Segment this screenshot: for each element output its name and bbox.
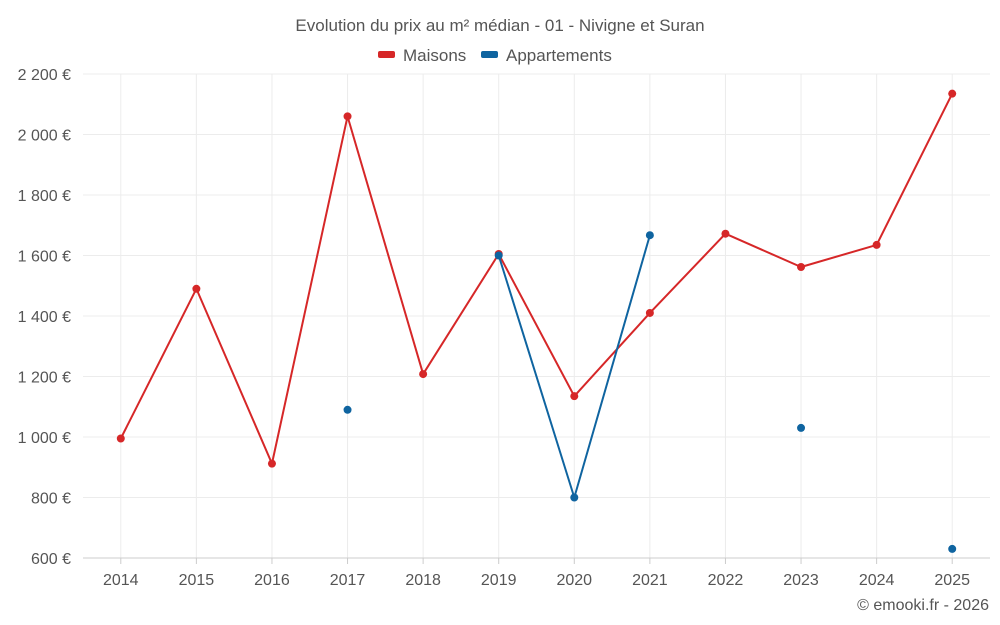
series-line-segment-maisons [346,115,425,376]
data-point-maisons-2015[interactable] [192,284,201,293]
data-point-maisons-2025[interactable] [948,89,957,98]
x-tick-label: 2015 [179,572,215,589]
legend-label-maisons: Maisons [403,46,466,65]
series-line-segment-maisons [497,252,576,398]
data-point-appartements-2023[interactable] [797,423,806,432]
x-tick-label: 2016 [254,572,290,589]
y-tick-label: 1 200 € [18,370,71,387]
x-tick-label: 2023 [783,572,819,589]
data-point-appartements-2021[interactable] [645,231,654,240]
y-tick-label: 2 000 € [18,128,71,145]
y-tick-label: 600 € [31,551,71,568]
x-axis: 2014 2015 2016 2017 2018 2019 2020 2021 2022 2023… [83,557,990,589]
y-tick-label: 1 800 € [18,188,71,205]
data-point-maisons-2022[interactable] [721,229,730,238]
series [116,89,957,553]
data-point-maisons-2021[interactable] [645,308,654,317]
data-point-maisons-2018[interactable] [419,370,428,379]
legend: Maisons Appartements [378,46,612,65]
series-line-segment-maisons [422,252,500,376]
x-tick-label: 2024 [859,572,895,589]
series-line-segment-maisons [195,287,273,465]
x-tick-label: 2014 [103,572,139,589]
x-tick-label: 2021 [632,572,668,589]
data-point-maisons-2017[interactable] [343,112,352,121]
x-tick-label: 2017 [330,572,366,589]
series-line-segment-appartements [497,254,576,499]
legend-label-appartements: Appartements [506,46,612,65]
series-line-segment-maisons [875,92,954,246]
y-tick-label: 800 € [31,491,71,508]
x-tick-label: 2022 [708,572,744,589]
credit-text: © emooki.fr - 2026 [857,597,989,614]
data-point-maisons-2024[interactable] [872,240,881,249]
series-line-segment-appartements [573,234,651,499]
legend-swatch-maisons [378,51,395,58]
data-point-maisons-2014[interactable] [116,434,125,443]
series-line-segment-maisons [119,287,198,440]
series-line-segment-maisons [724,232,803,268]
legend-swatch-appartements [481,51,498,58]
series-appartements [343,231,957,553]
series-line-segment-maisons [800,243,878,268]
series-line-segment-maisons [270,115,349,465]
x-tick-label: 2020 [556,572,592,589]
y-tick-label: 1 400 € [18,309,71,326]
y-tick-label: 1 600 € [18,249,71,266]
chart-title: Evolution du prix au m² médian - 01 - Ni… [295,16,704,35]
grid [83,73,990,559]
data-point-appartements-2025[interactable] [948,544,957,553]
legend-item-maisons[interactable]: Maisons [378,46,466,65]
data-point-appartements-2017[interactable] [343,405,352,414]
data-point-appartements-2020[interactable] [570,493,579,502]
series-line-segment-maisons [573,311,651,398]
legend-item-appartements[interactable]: Appartements [481,46,612,65]
series-maisons [116,89,957,468]
data-point-appartements-2019[interactable] [494,251,503,260]
x-tick-label: 2025 [934,572,970,589]
y-axis: 600 € 800 € 1 000 € 1 200 € 1 400 € 1 600 € 1 … [18,67,71,568]
data-point-maisons-2020[interactable] [570,392,579,401]
x-tick-label: 2018 [405,572,441,589]
series-line-segment-maisons [648,232,727,314]
x-tick-label: 2019 [481,572,517,589]
y-tick-label: 1 000 € [18,430,71,447]
data-point-maisons-2023[interactable] [797,262,806,271]
data-point-maisons-2016[interactable] [267,459,276,468]
y-tick-label: 2 200 € [18,67,71,84]
